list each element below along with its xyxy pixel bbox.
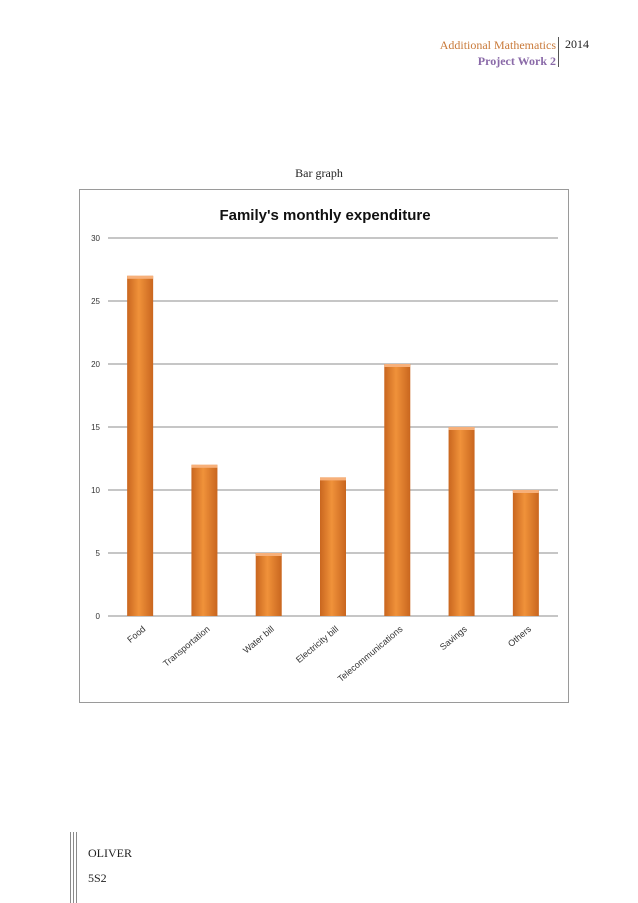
bar-top-highlight <box>384 364 411 367</box>
bar <box>255 553 282 616</box>
y-tick-label: 15 <box>91 423 100 432</box>
x-tick-label: Others <box>506 624 534 649</box>
y-tick-label: 25 <box>91 297 100 306</box>
bar-chart: Family's monthly expenditure 0 5 10 15 20 25 3… <box>91 207 558 684</box>
bar-top-highlight <box>512 490 539 493</box>
y-tick-label: 10 <box>91 486 100 495</box>
header-subject: Additional Mathematics <box>439 38 556 52</box>
footer-class: 5S2 <box>88 871 107 885</box>
bar-top-highlight <box>127 275 154 279</box>
x-tick-label: Water bill <box>241 624 276 656</box>
x-tick-label: Food <box>125 624 147 645</box>
footer-divider <box>70 832 78 903</box>
bar <box>512 490 539 616</box>
y-tick-label: 0 <box>96 612 101 621</box>
bar <box>320 477 346 616</box>
y-tick-label: 30 <box>91 234 100 243</box>
x-tick-label: Electricity bill <box>294 624 340 665</box>
bar <box>191 464 218 616</box>
header-divider <box>558 37 559 67</box>
x-tick-label: Transportation <box>161 624 212 669</box>
bar-top-highlight <box>320 477 346 481</box>
bar <box>448 427 475 616</box>
x-tick-label: Telecommunications <box>336 624 405 684</box>
x-tick-label: Savings <box>438 624 469 653</box>
page-header: Additional Mathematics Project Work 2 <box>440 37 556 69</box>
footer-author: OLIVER <box>88 846 132 860</box>
header-project: Project Work 2 <box>477 54 556 68</box>
header-year: 2014 <box>565 37 589 51</box>
figure-caption: Bar graph <box>295 166 343 180</box>
bar-top-highlight <box>191 464 218 468</box>
y-tick-label: 5 <box>96 549 101 558</box>
y-tick-label: 20 <box>91 360 100 369</box>
chart-title: Family's monthly expenditure <box>219 207 430 224</box>
bar <box>384 364 411 616</box>
chart-container: Family's monthly expenditure 0 5 10 15 20 25 3… <box>79 189 569 703</box>
bar-top-highlight <box>255 553 282 556</box>
bar-top-highlight <box>448 427 475 430</box>
bar <box>127 275 154 616</box>
